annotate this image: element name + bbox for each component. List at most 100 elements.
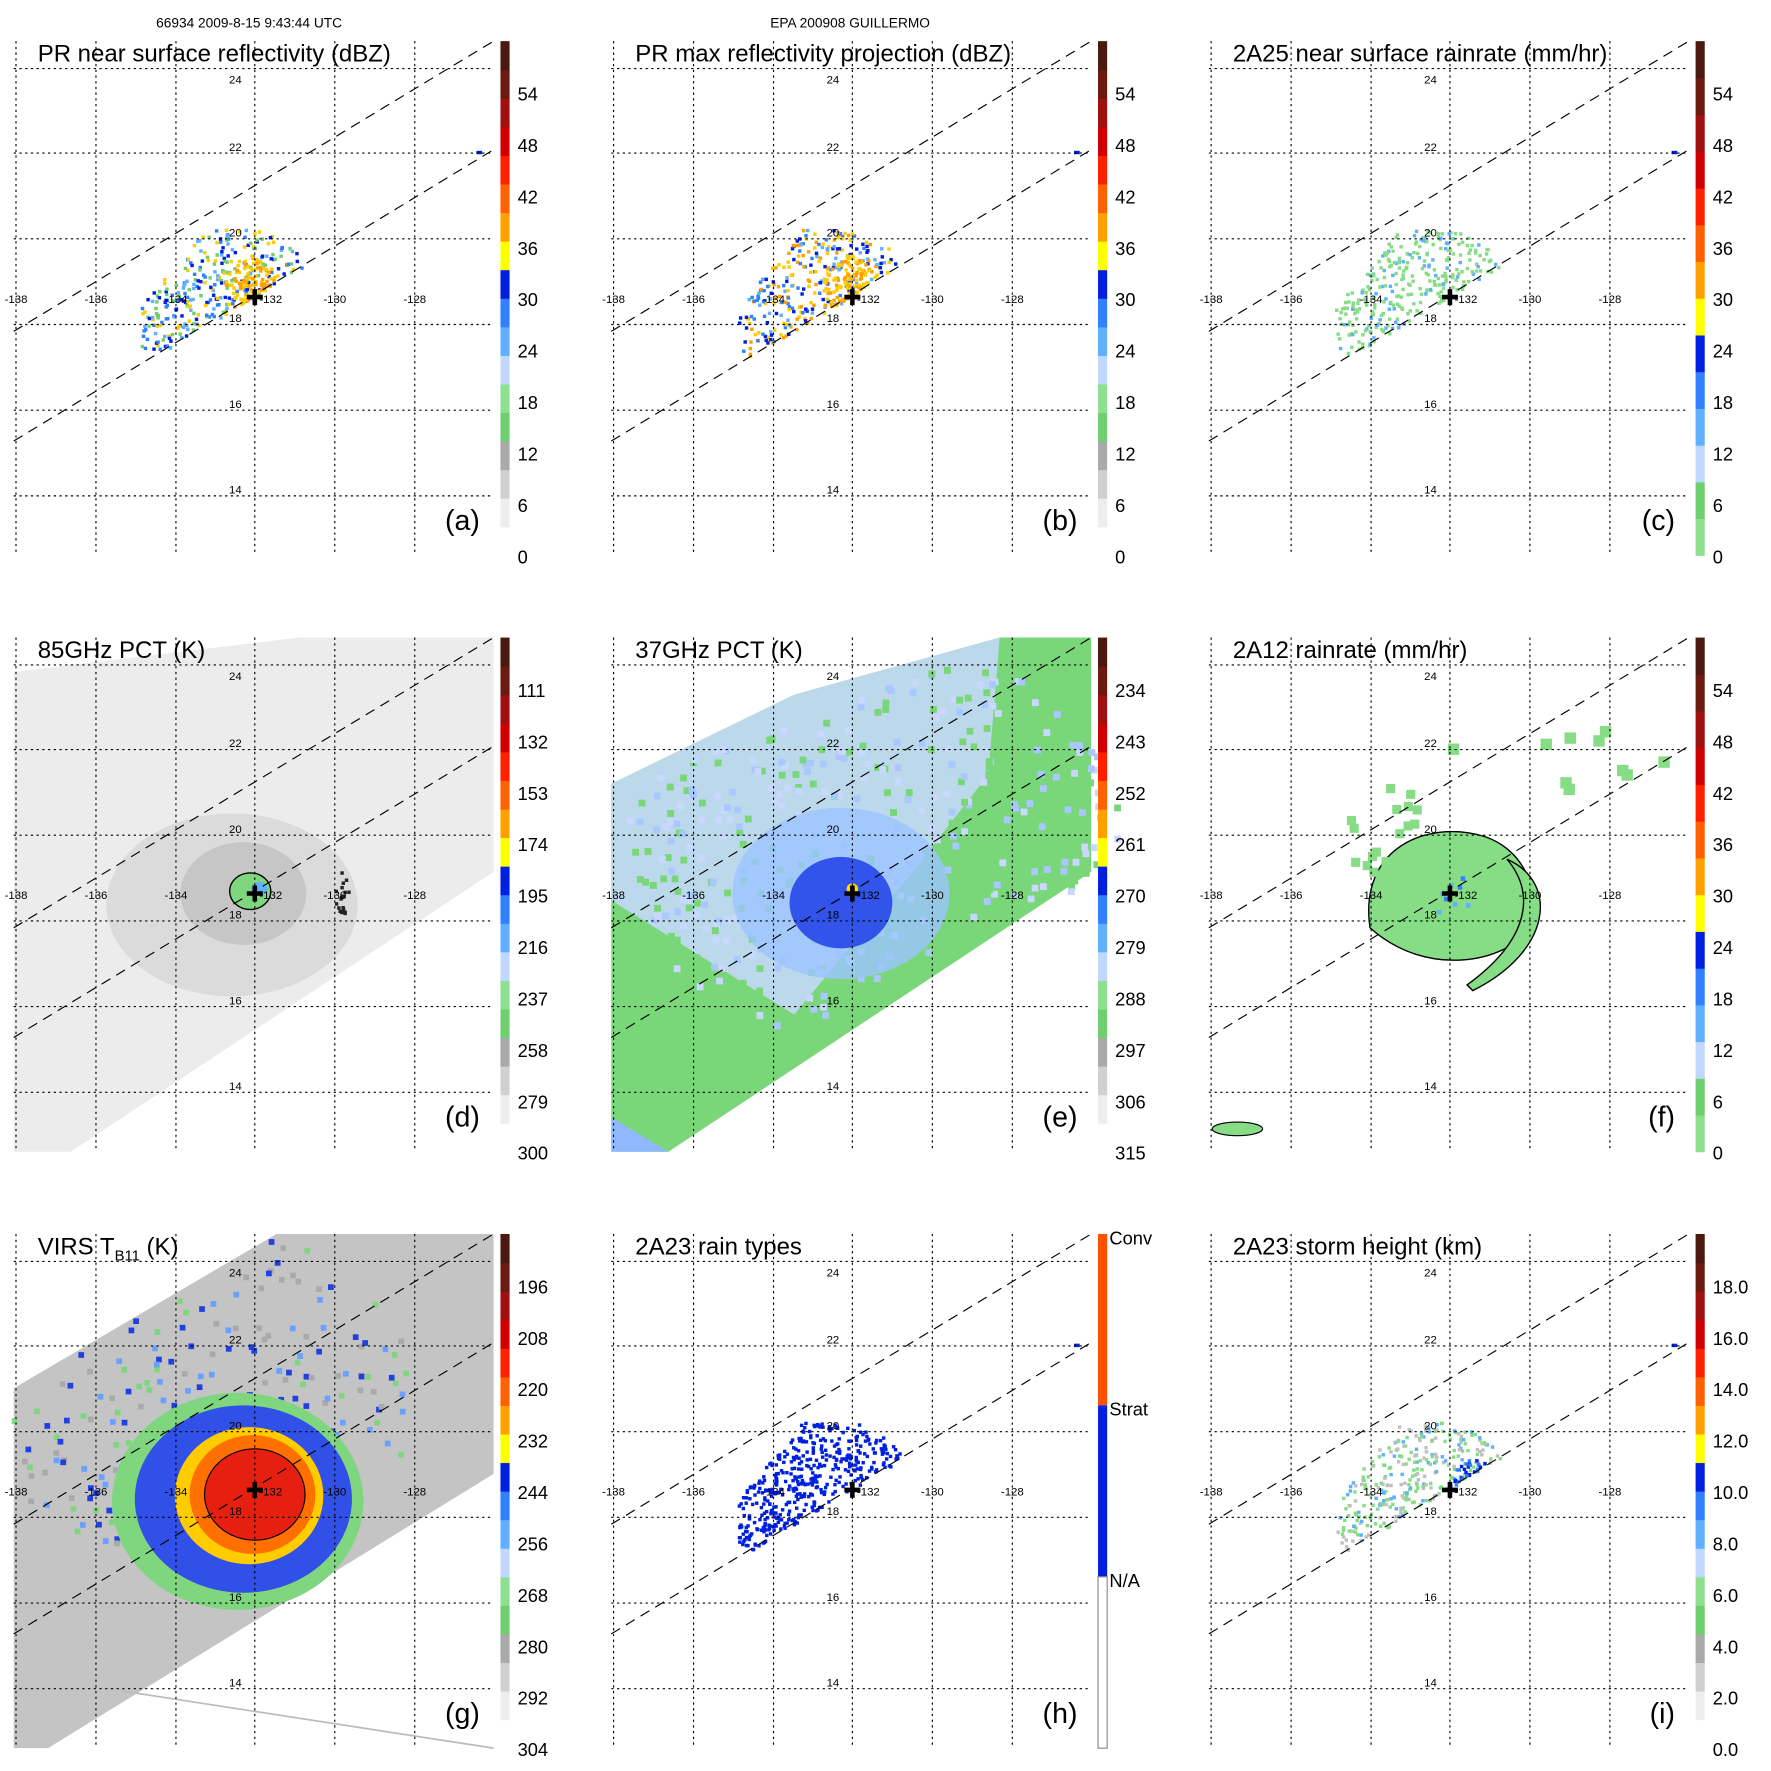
data-pixel (874, 764, 882, 772)
data-pixel (121, 1366, 128, 1373)
data-pixel (763, 1528, 768, 1532)
data-pixel (1357, 307, 1362, 311)
data-pixel (97, 1393, 104, 1400)
data-pixel (210, 312, 215, 317)
data-pixel (372, 1301, 379, 1308)
data-pixel (1364, 301, 1368, 305)
colorbar-segment (1098, 980, 1108, 1010)
colorbar-label: 24 (1713, 341, 1733, 362)
data-pixel (677, 802, 684, 810)
data-pixel (1446, 1463, 1451, 1467)
data-pixel (1397, 260, 1401, 265)
data-pixel (1489, 1457, 1493, 1461)
data-pixel (1464, 1462, 1468, 1466)
data-pixel (792, 1466, 797, 1471)
data-pixel (858, 1451, 862, 1455)
data-pixel (744, 1535, 749, 1540)
data-pixel (215, 303, 220, 307)
data-pixel (1381, 311, 1385, 316)
data-pixel (844, 1482, 848, 1486)
data-pixel (805, 1463, 809, 1468)
data-pixel (809, 780, 817, 788)
data-pixel (233, 250, 238, 255)
data-pixel (847, 277, 851, 281)
data-pixel (861, 1461, 865, 1465)
colorbar-segment (1695, 408, 1705, 446)
data-pixel (1375, 323, 1379, 327)
data-pixel (833, 276, 838, 280)
data-pixel (779, 1487, 783, 1492)
data-pixel (882, 260, 887, 265)
data-pixel (1460, 876, 1466, 881)
data-pixel (1354, 1484, 1358, 1488)
data-pixel (370, 1388, 377, 1395)
data-pixel (866, 258, 871, 263)
data-pixel (153, 1361, 160, 1368)
data-pixel (1447, 232, 1451, 236)
colorbar-segment (1695, 41, 1705, 79)
data-pixel (799, 1474, 804, 1479)
data-pixel (1038, 823, 1046, 831)
data-pixel (209, 1351, 216, 1358)
data-pixel (79, 1522, 86, 1528)
data-pixel (316, 1348, 322, 1355)
panel-letter: (i) (1650, 1698, 1675, 1730)
data-pixel (785, 279, 789, 284)
data-pixel (171, 299, 176, 304)
data-pixel (222, 271, 227, 275)
data-pixel (140, 306, 145, 311)
data-pixel (143, 328, 148, 332)
data-pixel (751, 1502, 755, 1507)
colorbar-segment (500, 1691, 510, 1721)
data-pixel (800, 1494, 805, 1498)
data-pixel (1022, 888, 1030, 896)
latitude-label: 16 (229, 399, 242, 411)
data-pixel (1403, 1481, 1407, 1486)
data-pixel (1361, 333, 1365, 337)
data-pixel (853, 795, 861, 803)
data-pixel (781, 762, 789, 769)
latitude-label: 16 (1424, 399, 1437, 411)
data-pixel (228, 272, 232, 276)
data-pixel (815, 1474, 820, 1479)
data-pixel (835, 1426, 840, 1430)
colorbar-label: 268 (518, 1585, 548, 1606)
data-pixel (709, 878, 717, 886)
data-pixel (388, 1374, 395, 1381)
data-pixel (1431, 1497, 1436, 1501)
data-pixel (1376, 1486, 1381, 1490)
data-pixel (805, 228, 810, 233)
colorbar-label: 196 (518, 1276, 548, 1297)
data-pixel (811, 1508, 815, 1513)
data-pixel (848, 1453, 852, 1458)
data-pixel (128, 1327, 135, 1334)
data-pixel (1369, 1493, 1373, 1497)
data-pixel (1459, 1440, 1463, 1445)
latitude-label: 18 (229, 910, 242, 922)
data-pixel (879, 766, 887, 773)
data-pixel (187, 319, 192, 323)
data-pixel (382, 1346, 389, 1353)
data-pixel (813, 232, 817, 236)
data-pixel (1382, 300, 1386, 304)
data-pixel (1429, 1486, 1433, 1490)
data-pixel (168, 1358, 175, 1365)
data-pixel (853, 1478, 858, 1483)
data-pixel (213, 270, 217, 274)
data-pixel (1459, 1464, 1464, 1469)
data-pixel (1478, 1436, 1482, 1440)
colorbar-label: 0 (1115, 546, 1125, 567)
data-pixel (1025, 725, 1033, 733)
data-pixel (701, 901, 709, 909)
colorbar-segment (1098, 1233, 1108, 1406)
colorbar-segment (1098, 837, 1108, 867)
data-pixel (1425, 252, 1429, 257)
data-pixel (859, 272, 863, 276)
latitude-label: 20 (1424, 824, 1437, 836)
data-pixel (1422, 259, 1427, 263)
data-pixel (806, 250, 811, 254)
data-pixel (835, 1450, 839, 1454)
